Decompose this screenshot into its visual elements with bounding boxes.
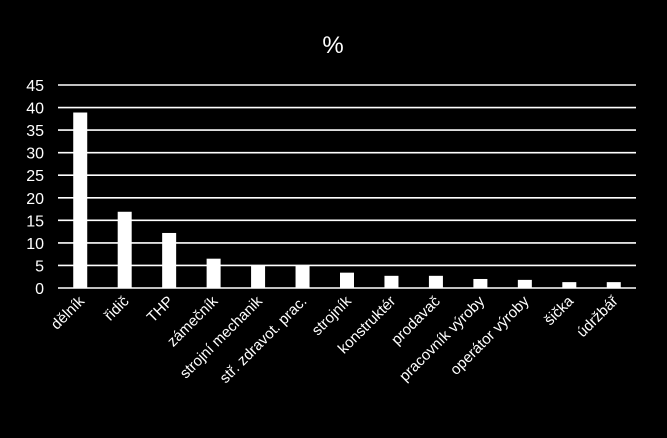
y-tick-label: 30 (26, 146, 44, 163)
y-tick-label: 15 (26, 213, 44, 230)
y-tick-label: 40 (26, 101, 44, 118)
bar-3 (206, 258, 221, 288)
bar-12 (606, 282, 621, 288)
y-tick-label: 5 (35, 258, 44, 275)
bar-7 (384, 275, 399, 288)
x-tick-label: THP (144, 293, 177, 326)
bar-6 (340, 272, 354, 288)
chart-title: % (322, 32, 343, 59)
bar-11 (562, 282, 577, 288)
bar-2 (162, 232, 177, 288)
y-tick-label: 10 (26, 236, 44, 253)
y-tick-label: 45 (26, 78, 44, 95)
y-tick-label: 25 (26, 168, 44, 185)
bar-5 (295, 265, 310, 288)
x-tick-label: šička (541, 292, 578, 329)
bar-1 (117, 211, 132, 288)
gridlines (58, 84, 636, 289)
x-tick-label: údržbář (574, 292, 623, 341)
x-tick-label: operátor výroby (447, 292, 533, 378)
y-tick-label: 20 (26, 191, 44, 208)
bar-8 (428, 275, 443, 288)
bar-9 (473, 278, 488, 288)
bar-4 (251, 265, 266, 288)
y-tick-label: 0 (35, 281, 44, 298)
bar-0 (73, 112, 88, 288)
x-tick-label: dělník (48, 292, 89, 333)
x-tick-label: řidič (101, 292, 133, 324)
y-tick-label: 35 (26, 123, 44, 140)
bars (73, 112, 621, 288)
y-axis-ticks: 0 5 10 15 20 25 30 35 40 45 (26, 78, 44, 298)
bar-10 (517, 279, 532, 288)
